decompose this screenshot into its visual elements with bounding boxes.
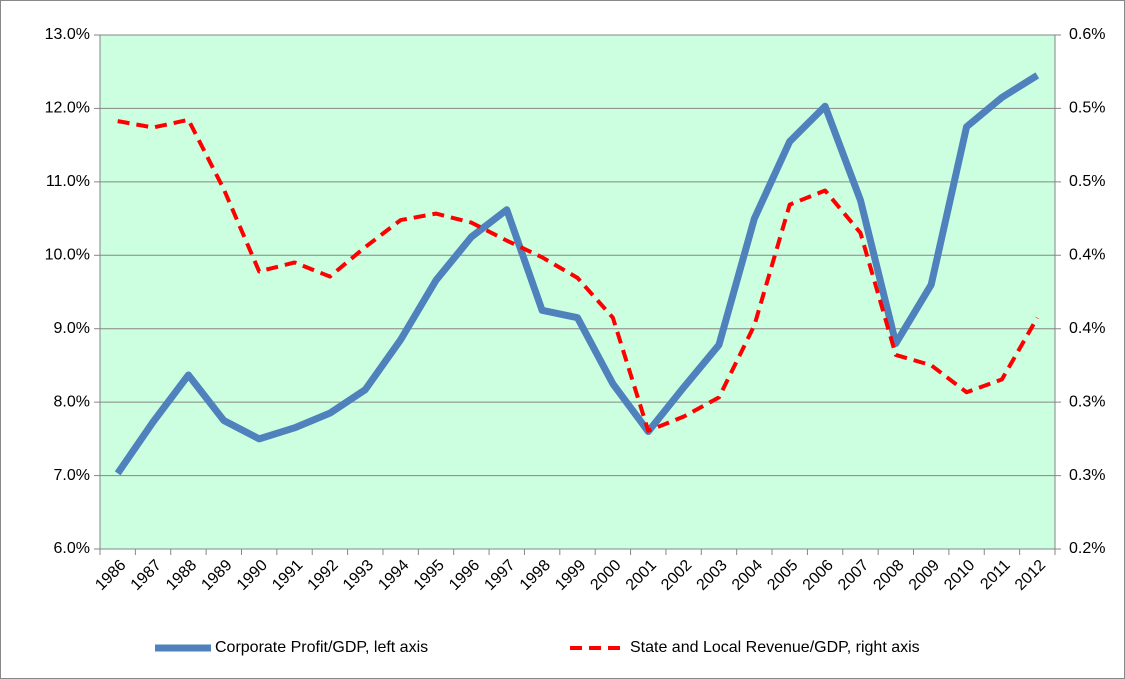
y2-tick-label: 0.3% [1069,393,1105,410]
y-tick-label: 10.0% [45,247,90,264]
y2-tick-label: 0.3% [1069,467,1105,484]
y2-tick-label: 0.4% [1069,320,1105,337]
y2-tick-label: 0.2% [1069,540,1105,557]
plot-area [100,35,1055,549]
y2-tick-label: 0.5% [1069,173,1105,190]
legend-label: Corporate Profit/GDP, left axis [215,639,428,656]
legend-label: State and Local Revenue/GDP, right axis [630,639,920,656]
series-line [114,72,1040,476]
y-tick-label: 12.0% [45,100,90,117]
y-tick-label: 8.0% [54,393,90,410]
series-line [117,117,1040,433]
y-tick-label: 6.0% [54,540,90,557]
y-tick-label: 7.0% [54,467,90,484]
y-tick-label: 9.0% [54,320,90,337]
y-tick-label: 11.0% [46,173,90,190]
y2-tick-label: 0.6% [1069,26,1105,43]
y2-tick-label: 0.4% [1069,246,1105,263]
y-tick-label: 13.0% [45,26,90,43]
y2-tick-label: 0.5% [1069,100,1105,117]
